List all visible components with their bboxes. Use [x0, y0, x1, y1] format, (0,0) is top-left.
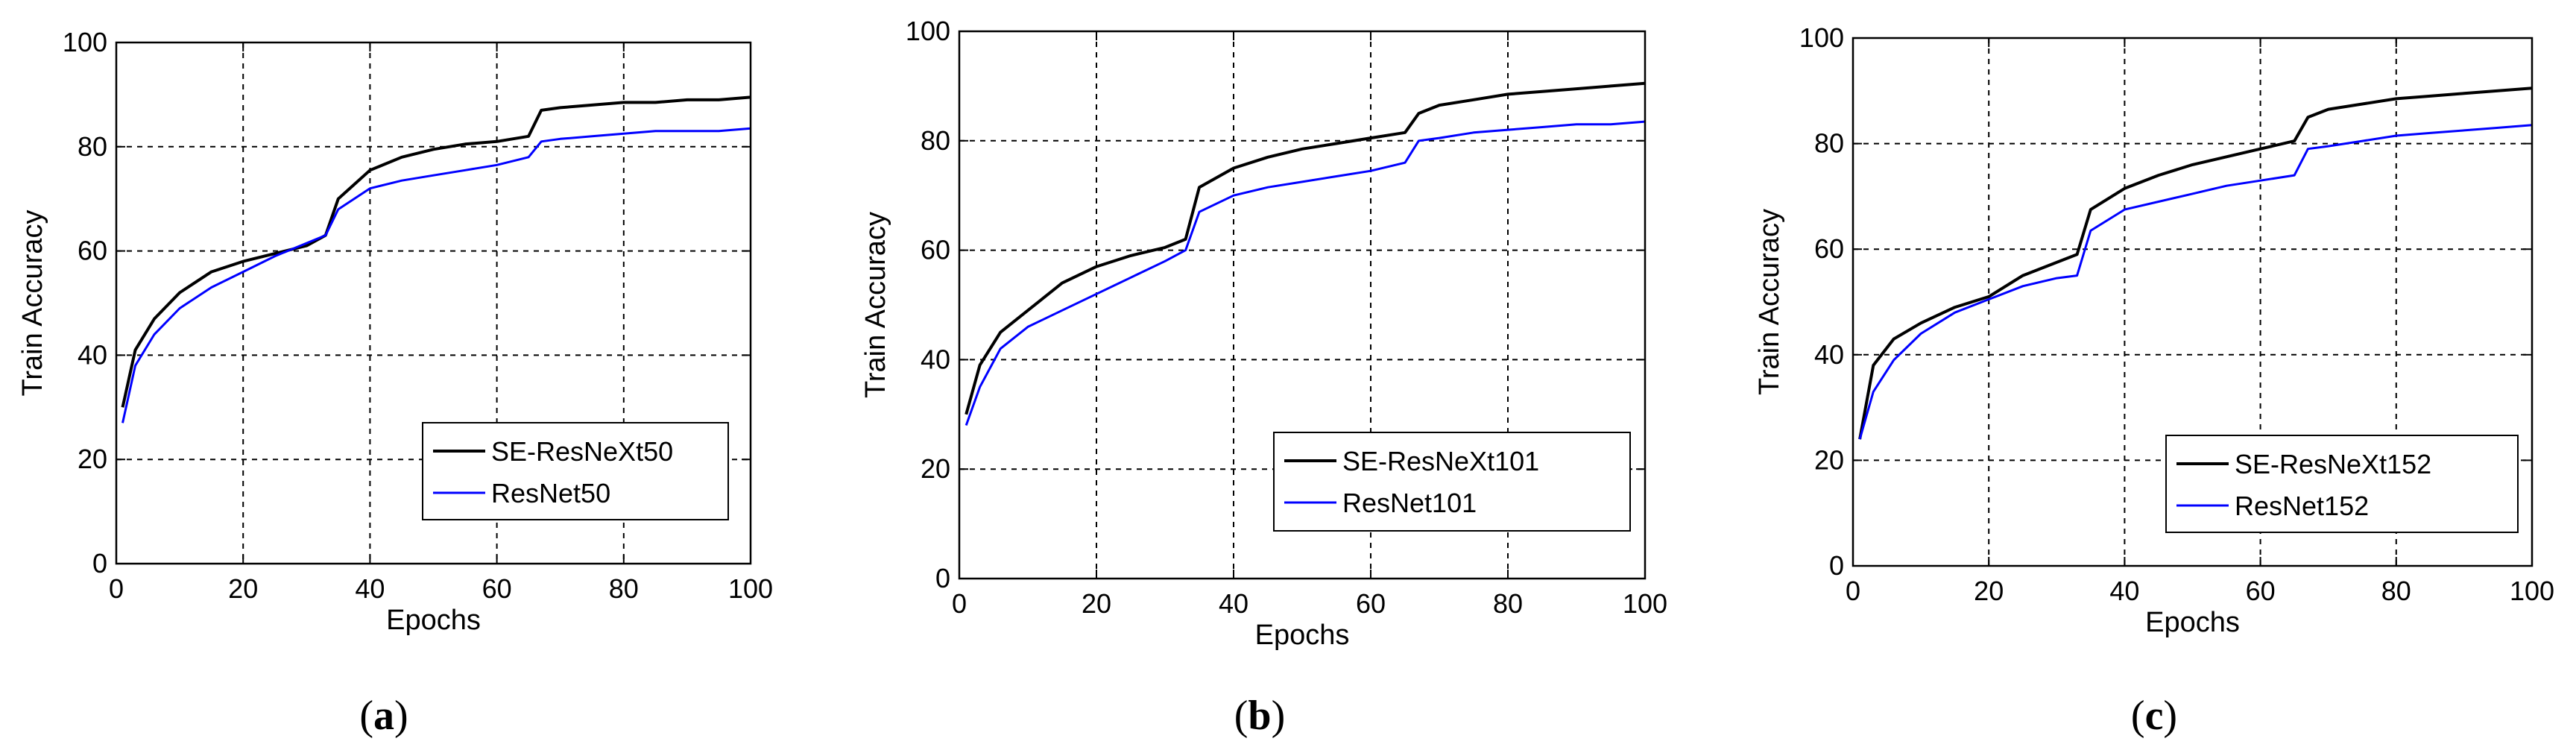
series-line-1 — [121, 95, 751, 408]
axes-frame — [115, 41, 752, 565]
x-axis-label: Epochs — [1255, 620, 1350, 651]
y-tick-label: 40 — [78, 339, 107, 370]
series-line-2 — [121, 127, 751, 423]
legend-label-1: SE-ResNeXt152 — [2235, 449, 2431, 479]
x-tick-label: 60 — [2246, 576, 2276, 606]
y-tick-label: 100 — [1799, 22, 1844, 53]
y-tick-label: 60 — [1814, 233, 1844, 264]
legend-label-2: ResNet50 — [491, 478, 610, 508]
legend: SE-ResNeXt50 ResNet50 — [422, 422, 729, 520]
legend-box — [2165, 435, 2519, 533]
y-tick-label: 0 — [1829, 550, 1844, 581]
chart-panel-1: 0 20 40 60 80 100 0 20 40 60 80 100 Epochs Train Accu… — [17, 27, 773, 739]
legend-box — [422, 422, 729, 520]
x-axis-label: Epochs — [2145, 607, 2240, 638]
y-tick-label: 0 — [935, 563, 950, 593]
x-tick-label: 0 — [1846, 576, 1860, 606]
chart-panel-3: 0 20 40 60 80 100 0 20 40 60 80 100 Epochs Train Accu… — [1754, 22, 2554, 739]
x-tick-label: 40 — [2109, 576, 2139, 606]
panel-label: (b) — [1234, 693, 1285, 739]
y-tick-label: 20 — [78, 444, 107, 474]
x-tick-label: 60 — [482, 573, 512, 604]
x-tick-label: 100 — [728, 573, 773, 604]
x-tick-label: 80 — [609, 573, 639, 604]
axes-frame — [958, 30, 1647, 580]
y-axis-label: Train Accuracy — [17, 210, 48, 397]
legend-label-1: SE-ResNeXt50 — [491, 436, 673, 467]
x-tick-label: 0 — [109, 573, 124, 604]
y-tick-label: 80 — [78, 131, 107, 162]
y-axis-label: Train Accuracy — [860, 212, 891, 398]
x-tick-label: 40 — [355, 573, 385, 604]
y-tick-label: 20 — [1814, 444, 1844, 475]
y-tick-label: 80 — [921, 125, 950, 156]
panel-label: (c) — [2131, 693, 2177, 739]
y-axis-label: Train Accuracy — [1754, 209, 1785, 395]
legend-label-2: ResNet152 — [2235, 491, 2369, 521]
x-tick-label: 40 — [1219, 588, 1248, 619]
chart-panel-2: 0 20 40 60 80 100 0 20 40 60 80 100 Epochs Train Accu… — [860, 16, 1667, 739]
y-tick-label: 100 — [906, 16, 950, 46]
x-axis-label: Epochs — [386, 605, 481, 636]
x-tick-label: 80 — [1493, 588, 1523, 619]
series-line-1 — [965, 81, 1646, 415]
legend-label-2: ResNet101 — [1342, 488, 1477, 518]
y-tick-label: 20 — [921, 453, 950, 484]
x-tick-label: 100 — [1623, 588, 1667, 619]
x-tick-label: 80 — [2381, 576, 2411, 606]
x-tick-label: 60 — [1356, 588, 1386, 619]
legend: SE-ResNeXt101 ResNet101 — [1273, 432, 1631, 532]
series-line-1 — [1858, 86, 2533, 440]
legend-box — [1273, 432, 1631, 532]
x-tick-label: 20 — [228, 573, 258, 604]
x-tick-label: 20 — [1082, 588, 1111, 619]
y-tick-label: 0 — [92, 548, 107, 579]
series-line-2 — [965, 120, 1646, 426]
y-tick-label: 80 — [1814, 128, 1844, 159]
y-tick-label: 100 — [63, 27, 107, 57]
x-tick-label: 0 — [952, 588, 967, 619]
y-tick-label: 40 — [1814, 339, 1844, 370]
x-tick-label: 20 — [1974, 576, 2004, 606]
x-tick-label: 100 — [2510, 576, 2554, 606]
panel-label: (a) — [359, 693, 408, 739]
y-tick-label: 40 — [921, 344, 950, 374]
axes-frame — [1852, 37, 2534, 567]
legend-label-1: SE-ResNeXt101 — [1342, 446, 1539, 476]
legend: SE-ResNeXt152 ResNet152 — [2165, 435, 2519, 533]
y-tick-label: 60 — [921, 235, 950, 265]
y-tick-label: 60 — [78, 236, 107, 266]
series-line-2 — [1858, 124, 2533, 440]
